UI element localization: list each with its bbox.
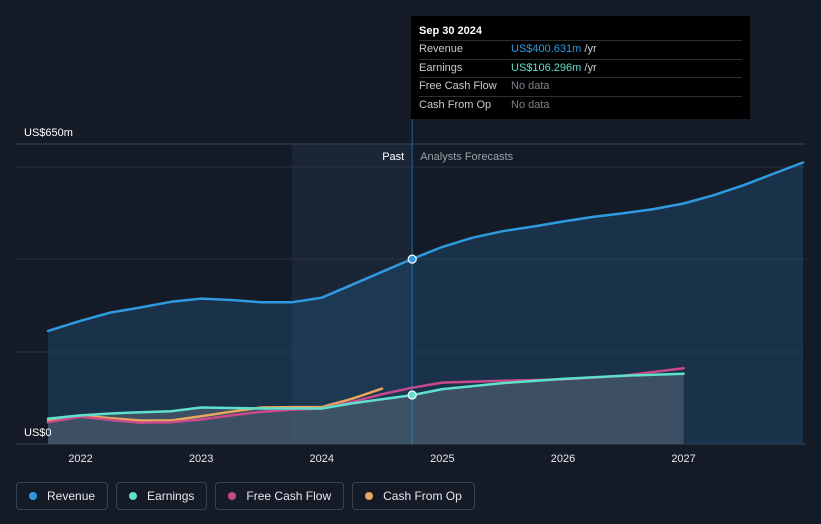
earnings-line <box>46 372 685 420</box>
tooltip-value-number: No data <box>511 98 550 111</box>
tooltip-row-revenue: Revenue US$400.631m /yr <box>419 41 742 60</box>
tooltip-value-number: US$106.296m <box>511 61 582 74</box>
x-tick-label: 2025 <box>430 453 454 465</box>
tooltip-label: Free Cash Flow <box>419 80 497 92</box>
data-tooltip: Sep 30 2024 Revenue US$400.631m /yr Earn… <box>411 16 750 119</box>
legend-label: Earnings <box>147 489 195 503</box>
y-axis-top-label: US$650m <box>24 127 73 139</box>
legend-item-earnings[interactable]: Earnings <box>116 482 208 510</box>
tooltip-value: No data <box>511 97 550 115</box>
revenue-area <box>48 162 803 444</box>
legend-dot-icon <box>365 492 374 500</box>
legend-item-free-cash-flow[interactable]: Free Cash Flow <box>215 482 345 510</box>
tooltip-label: Cash From Op <box>419 98 492 111</box>
tooltip-row-earnings: Earnings US$106.296m /yr <box>419 60 742 78</box>
chart-legend: Revenue Earnings Free Cash Flow Cash Fro… <box>16 482 475 510</box>
cash-from-op-line <box>46 387 384 423</box>
legend-label: Free Cash Flow <box>246 489 332 503</box>
tooltip-row-cash-from-op: Cash From Op No data <box>419 97 742 115</box>
tooltip-row-free-cash-flow: Free Cash Flow No data <box>419 78 742 97</box>
legend-item-revenue[interactable]: Revenue <box>16 482 109 510</box>
y-axis-bottom-label: US$0 <box>24 427 52 439</box>
legend-label: Cash From Op <box>383 489 462 503</box>
x-tick-label: 2023 <box>189 453 213 465</box>
tooltip-value-number: US$400.631m <box>511 43 582 55</box>
legend-item-cash-from-op[interactable]: Cash From Op <box>352 482 475 510</box>
past-label: Past <box>382 151 404 163</box>
legend-label: Revenue <box>47 489 96 503</box>
forecast-label: Analysts Forecasts <box>420 151 513 163</box>
revenue-line <box>46 161 805 333</box>
legend-dot-icon <box>129 492 138 500</box>
chart-canvas: US$650m US$0 Past Analysts Forecasts 2022 202… <box>16 16 805 465</box>
earnings-highlight-point <box>407 390 417 400</box>
legend-dot-icon <box>228 492 237 500</box>
tooltip-label: Revenue <box>419 43 464 55</box>
tooltip-value-number: No data <box>511 80 550 92</box>
x-tick-label: 2026 <box>551 453 575 465</box>
tooltip-value-unit: /yr <box>581 43 597 55</box>
tooltip-label: Earnings <box>419 61 463 74</box>
revenue-highlight-point <box>407 254 417 264</box>
x-tick-label: 2027 <box>671 453 695 465</box>
tooltip-value: US$400.631m /yr <box>511 41 597 59</box>
tooltip-date: Sep 30 2024 <box>419 24 742 41</box>
legend-dot-icon <box>29 492 37 500</box>
earnings-area <box>48 373 684 444</box>
x-tick-label: 2022 <box>68 453 92 465</box>
past-highlight-region <box>291 144 413 444</box>
tooltip-value: No data <box>511 78 550 96</box>
tooltip-value-unit: /yr <box>581 61 597 74</box>
tooltip-value: US$106.296m /yr <box>511 60 597 78</box>
x-tick-label: 2024 <box>310 453 334 465</box>
